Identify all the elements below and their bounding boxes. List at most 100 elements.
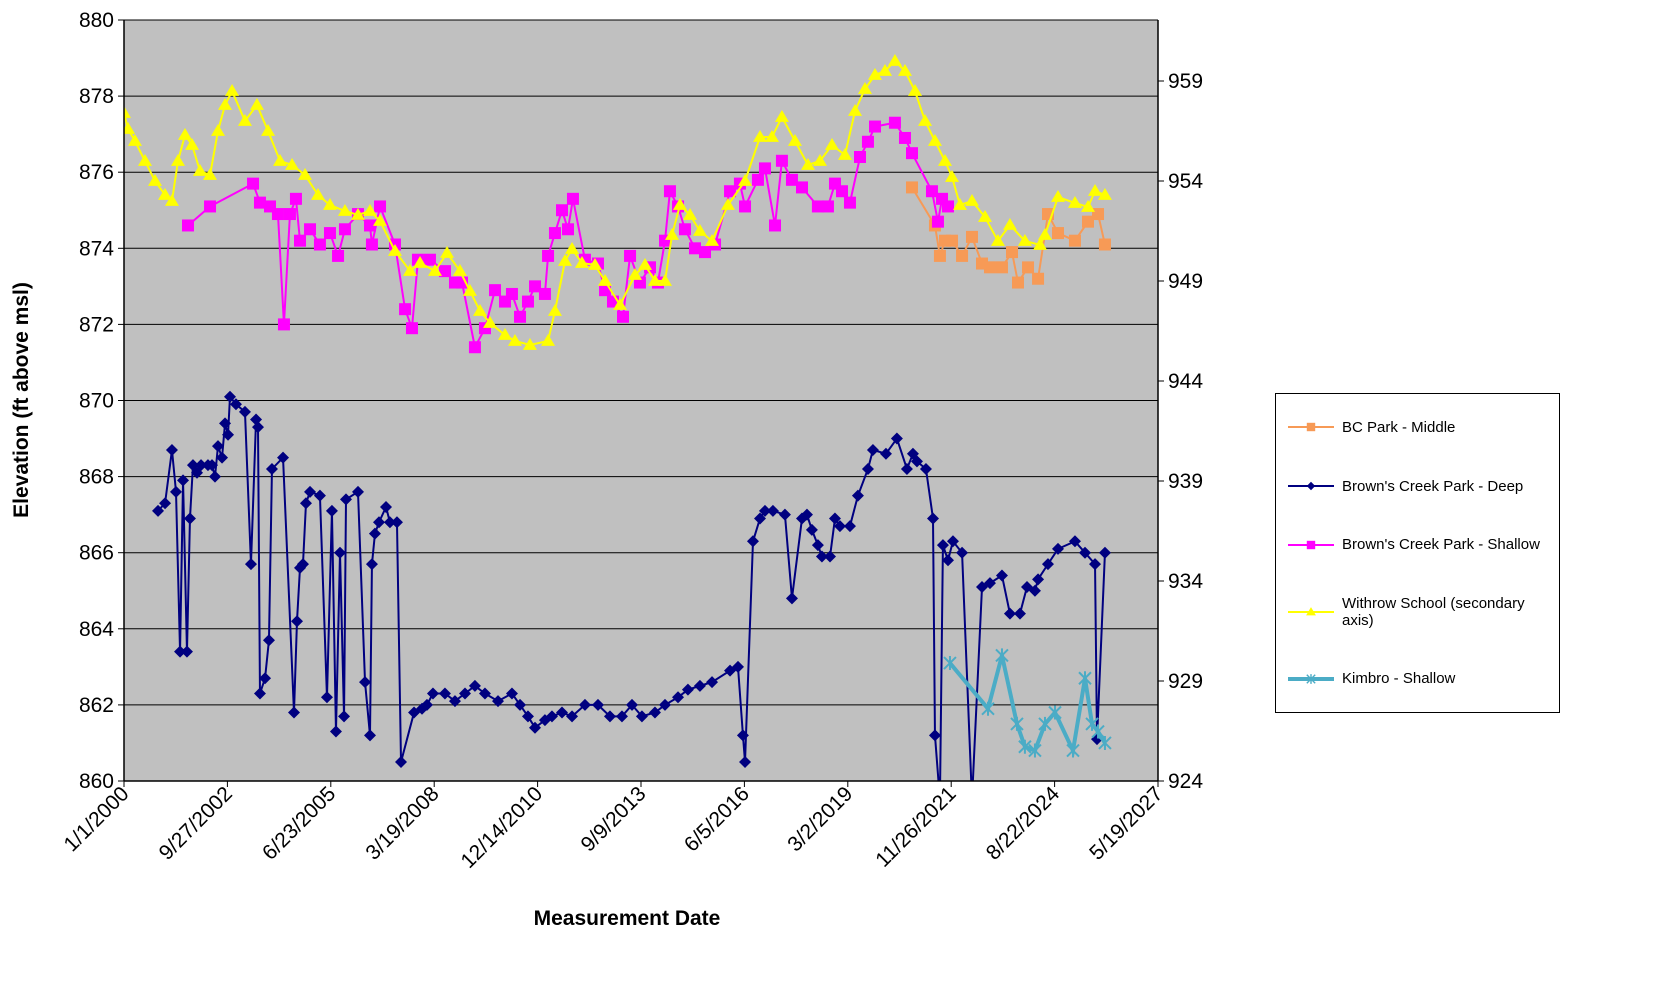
marker: [956, 249, 969, 262]
y-tick-label: 874: [79, 237, 114, 260]
marker: [758, 504, 771, 517]
marker: [1088, 184, 1103, 196]
marker: [529, 280, 542, 293]
marker: [1092, 208, 1105, 221]
x-tick-label: 1/1/2000: [59, 782, 133, 856]
marker: [547, 304, 562, 316]
marker: [210, 124, 225, 136]
marker: [774, 110, 789, 122]
y2-tick-label: 934: [1168, 570, 1203, 593]
marker: [765, 130, 780, 142]
marker: [824, 138, 839, 150]
marker: [1068, 234, 1081, 247]
marker: [615, 710, 628, 723]
marker: [964, 194, 979, 206]
marker: [514, 698, 527, 711]
y-tick-label: 860: [79, 770, 114, 793]
marker: [498, 328, 513, 340]
marker: [952, 198, 967, 210]
marker: [1097, 188, 1112, 200]
y-tick-label: 866: [79, 542, 114, 565]
x-tick-label: 5/19/2027: [1085, 782, 1167, 864]
marker: [237, 114, 252, 126]
marker: [1028, 584, 1041, 597]
series: [152, 390, 1111, 781]
marker: [943, 656, 957, 671]
marker: [857, 82, 872, 94]
marker: [635, 710, 648, 723]
x-tick-label: 9/9/2013: [576, 782, 650, 856]
marker: [624, 249, 637, 262]
marker: [522, 338, 537, 350]
marker: [244, 558, 257, 571]
marker: [1051, 190, 1066, 202]
marker: [1085, 716, 1099, 731]
y-tick-label: 870: [79, 390, 114, 413]
marker: [265, 462, 278, 475]
marker: [448, 695, 461, 708]
y2-tick-label: 929: [1168, 670, 1203, 693]
marker: [491, 695, 504, 708]
y-tick-label: 872: [79, 313, 114, 336]
marker: [657, 274, 672, 286]
x-tick-label: 6/23/2005: [258, 782, 340, 864]
marker: [383, 516, 396, 529]
marker: [1002, 218, 1017, 230]
marker: [1078, 546, 1091, 559]
marker: [262, 634, 275, 647]
marker: [362, 204, 377, 216]
marker: [658, 698, 671, 711]
marker: [812, 154, 827, 166]
marker: [205, 459, 218, 472]
marker: [218, 98, 233, 110]
marker: [249, 98, 264, 110]
marker: [459, 687, 472, 700]
marker: [1078, 671, 1092, 686]
marker: [981, 701, 995, 716]
marker: [338, 710, 351, 723]
marker: [223, 390, 236, 403]
marker: [785, 173, 798, 186]
marker: [483, 316, 498, 328]
marker: [170, 485, 183, 498]
marker: [222, 428, 235, 441]
marker: [299, 497, 312, 510]
marker: [271, 208, 284, 221]
marker: [253, 687, 266, 700]
marker: [283, 208, 296, 221]
marker: [238, 405, 251, 418]
marker: [158, 188, 173, 200]
marker: [365, 558, 378, 571]
marker: [1048, 705, 1062, 720]
marker: [866, 443, 879, 456]
y-tick-label: 868: [79, 466, 114, 489]
marker: [754, 512, 767, 525]
marker: [374, 200, 387, 213]
marker: [170, 154, 185, 166]
marker: [390, 516, 403, 529]
marker: [556, 706, 569, 719]
marker: [838, 148, 853, 160]
marker: [672, 691, 685, 704]
legend-label: BC Park - Middle: [1342, 418, 1456, 436]
marker: [558, 254, 573, 266]
marker: [339, 493, 352, 506]
marker: [208, 470, 221, 483]
marker: [468, 679, 481, 692]
marker: [1066, 743, 1080, 758]
marker: [338, 223, 351, 236]
marker: [322, 198, 337, 210]
marker: [420, 698, 433, 711]
marker: [946, 535, 959, 548]
marker: [811, 539, 824, 552]
marker: [983, 261, 996, 274]
marker: [505, 687, 518, 700]
marker: [521, 295, 534, 308]
marker: [388, 244, 403, 256]
marker: [821, 200, 834, 213]
marker: [1017, 234, 1032, 246]
marker: [229, 398, 242, 411]
legend-entry: BC Park - Middle: [1284, 418, 1551, 436]
marker: [965, 230, 978, 243]
marker: [843, 196, 856, 209]
